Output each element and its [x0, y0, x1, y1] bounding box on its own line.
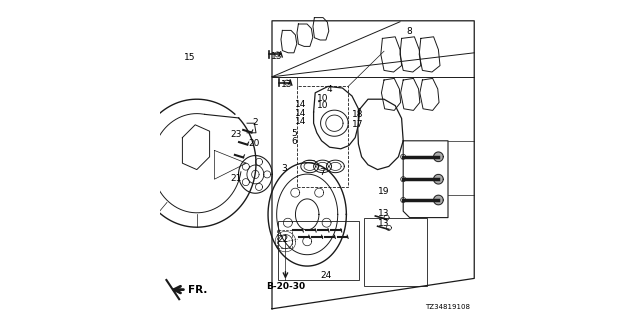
- Text: 10: 10: [317, 101, 328, 110]
- Text: 22: 22: [278, 235, 289, 244]
- Polygon shape: [434, 174, 443, 184]
- Text: 13: 13: [378, 219, 390, 228]
- Text: 4: 4: [327, 85, 332, 94]
- Bar: [297, 86, 348, 187]
- Text: FR.: FR.: [188, 284, 207, 295]
- Text: 20: 20: [249, 139, 260, 148]
- Text: 24: 24: [320, 271, 332, 280]
- Bar: [364, 218, 426, 286]
- Text: 13: 13: [281, 80, 292, 89]
- Text: 13: 13: [271, 52, 282, 60]
- Polygon shape: [434, 152, 443, 162]
- Text: 15: 15: [184, 53, 195, 62]
- Text: 18: 18: [352, 110, 364, 119]
- Text: 10: 10: [317, 94, 328, 103]
- Text: 14: 14: [295, 100, 307, 109]
- Text: 5: 5: [292, 129, 297, 138]
- Text: 14: 14: [295, 109, 307, 118]
- Text: 8: 8: [407, 27, 412, 36]
- Bar: [278, 221, 360, 280]
- Text: 21: 21: [230, 174, 242, 183]
- Text: 7: 7: [319, 168, 324, 177]
- Text: 6: 6: [292, 137, 297, 146]
- Text: 19: 19: [378, 187, 389, 196]
- Text: 2: 2: [253, 118, 258, 127]
- Bar: [277, 230, 292, 248]
- Text: 17: 17: [352, 120, 364, 129]
- Polygon shape: [434, 195, 443, 205]
- Text: 3: 3: [282, 164, 287, 173]
- Text: 13: 13: [378, 209, 390, 218]
- Text: B-20-30: B-20-30: [266, 282, 305, 291]
- Text: 14: 14: [295, 117, 307, 126]
- Text: 23: 23: [230, 130, 242, 139]
- Text: TZ34819108: TZ34819108: [426, 304, 470, 309]
